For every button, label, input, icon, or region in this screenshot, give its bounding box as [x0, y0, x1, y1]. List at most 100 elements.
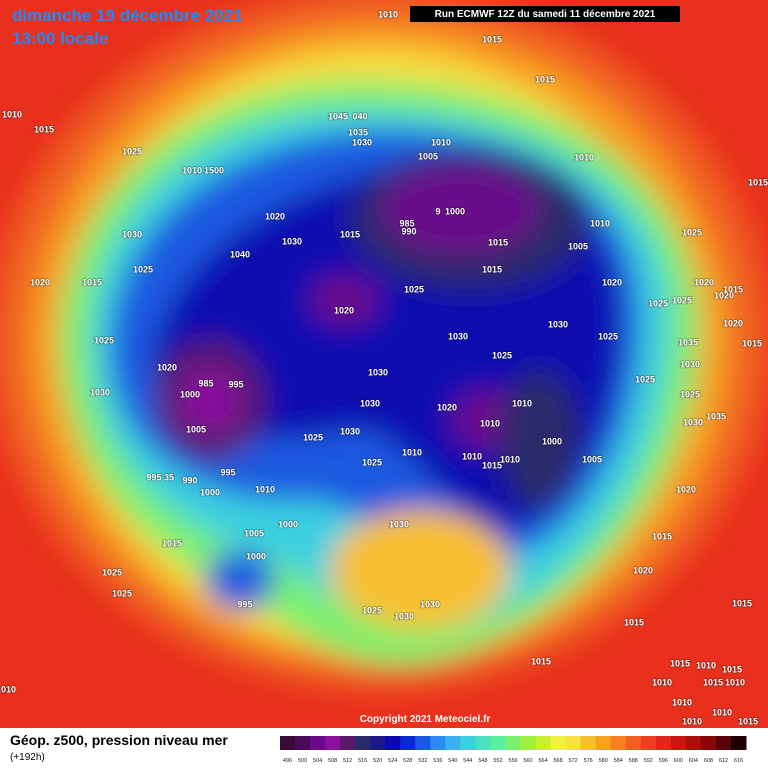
pressure-label: 1015: [670, 658, 690, 668]
lead-label: (+192h): [10, 752, 45, 763]
legend-swatch: [685, 736, 702, 750]
copyright: Copyright 2021 Meteociel.fr: [360, 714, 491, 725]
pressure-label: 1015: [723, 284, 743, 294]
pressure-label: 1010: [590, 218, 610, 228]
legend-swatch: [625, 736, 642, 750]
legend-level: 540: [448, 758, 457, 764]
pressure-label: 1025: [102, 567, 122, 577]
pressure-label: 1010: [378, 9, 398, 19]
legend-level: 524: [388, 758, 397, 764]
pressure-label: 1020: [265, 211, 285, 221]
pressure-label: 995: [220, 467, 235, 477]
pressure-label: 1015: [742, 338, 762, 348]
pressure-label: 1010: [712, 707, 732, 717]
legend-level: 504: [313, 758, 322, 764]
time-title: 13:00 locale: [12, 29, 108, 48]
legend-swatch: [670, 736, 687, 750]
pressure-label: 1015: [624, 617, 644, 627]
pressure-label: 1025: [404, 284, 424, 294]
legend-swatch: [730, 736, 747, 750]
legend-swatch: [415, 736, 431, 750]
pressure-labels: 1010 1015 1015 1010 1015 1025 1045 040 1035 1030 1…: [0, 9, 768, 728]
pressure-label: 1025: [680, 389, 700, 399]
legend-level: 608: [704, 758, 713, 764]
pressure-label: 1025: [94, 335, 114, 345]
pressure-label: 1025: [133, 264, 153, 274]
pressure-label: 1015: [722, 664, 742, 674]
legend-level: 596: [659, 758, 668, 764]
legend-level: 560: [523, 758, 532, 764]
pressure-label: 1015: [488, 237, 508, 247]
pressure-label: 985: [198, 378, 213, 388]
legend-level: 552: [493, 758, 502, 764]
pressure-label: 1045: [328, 111, 348, 121]
pressure-label: 1000: [278, 519, 298, 529]
pressure-label: 1030: [448, 331, 468, 341]
pressure-label: 1025: [492, 350, 512, 360]
pressure-label: 1020: [157, 362, 177, 372]
pressure-label: 1015: [703, 677, 723, 687]
pressure-label: 35: [164, 472, 174, 482]
pressure-label: 1020: [723, 318, 743, 328]
legend-swatch: [475, 736, 491, 750]
pressure-label: 1020: [334, 305, 354, 315]
legend-level: 556: [508, 758, 517, 764]
legend-swatch: [715, 736, 732, 750]
pressure-label: 1005: [418, 151, 438, 161]
field-label: Géop. z500, pression niveau mer: [10, 732, 228, 748]
legend-swatch: [535, 736, 552, 750]
pressure-label: 990: [401, 226, 416, 236]
pressure-label: 1010: [480, 418, 500, 428]
pressure-label: 1025: [635, 374, 655, 384]
pressure-label: 990: [182, 475, 197, 485]
pressure-label: 1010: [255, 484, 275, 494]
run-info: Run ECMWF 12Z du samedi 11 décembre 2021: [435, 9, 656, 20]
pressure-label: 1000: [200, 487, 220, 497]
pressure-label: 040: [352, 111, 367, 121]
legend-swatch: [700, 736, 717, 750]
pressure-label: 1020: [694, 277, 714, 287]
legend-level: 600: [674, 758, 683, 764]
legend-swatch: [595, 736, 612, 750]
pressure-label: 1030: [282, 236, 302, 246]
pressure-label: 1030: [420, 599, 440, 609]
pressure-label: 995: [146, 472, 161, 482]
pressure-label: 1025: [682, 227, 702, 237]
legend-level: 592: [644, 758, 653, 764]
pressure-label: 1015: [748, 177, 768, 187]
pressure-label: 985: [399, 218, 414, 228]
pressure-label: 1015: [652, 531, 672, 541]
pressure-label: 1020: [30, 277, 50, 287]
pressure-label: 1010: [682, 716, 702, 726]
pressure-label: 1035: [348, 127, 368, 137]
pressure-label: 1025: [648, 298, 668, 308]
legend-swatch: [655, 736, 672, 750]
pressure-label: 1010: [672, 697, 692, 707]
pressure-label: 1005: [186, 424, 206, 434]
legend-level: 500: [298, 758, 307, 764]
legend-level: 568: [554, 758, 563, 764]
legend-level: 532: [418, 758, 427, 764]
legend-level: 580: [599, 758, 608, 764]
legend-swatch: [550, 736, 567, 750]
legend-level: 544: [463, 758, 472, 764]
legend-level: 588: [629, 758, 638, 764]
pressure-label: 1015: [162, 538, 182, 548]
pressure-label: 1030: [340, 426, 360, 436]
pressure-label: 1025: [598, 331, 618, 341]
pressure-label: 1015: [535, 74, 555, 84]
pressure-label: 1000: [246, 551, 266, 561]
legend-swatch: [505, 736, 522, 750]
legend-swatch: [445, 736, 461, 750]
legend-level: 496: [283, 758, 292, 764]
legend-swatch: [610, 736, 627, 750]
legend-level: 528: [403, 758, 412, 764]
pressure-label: 1025: [362, 457, 382, 467]
legend-swatch: [565, 736, 582, 750]
pressure-label: 1010: [182, 165, 202, 175]
pressure-label: 1015: [82, 277, 102, 287]
pressure-label: 1005: [582, 454, 602, 464]
legend-swatch: [340, 736, 356, 750]
legend-swatch: [370, 736, 386, 750]
